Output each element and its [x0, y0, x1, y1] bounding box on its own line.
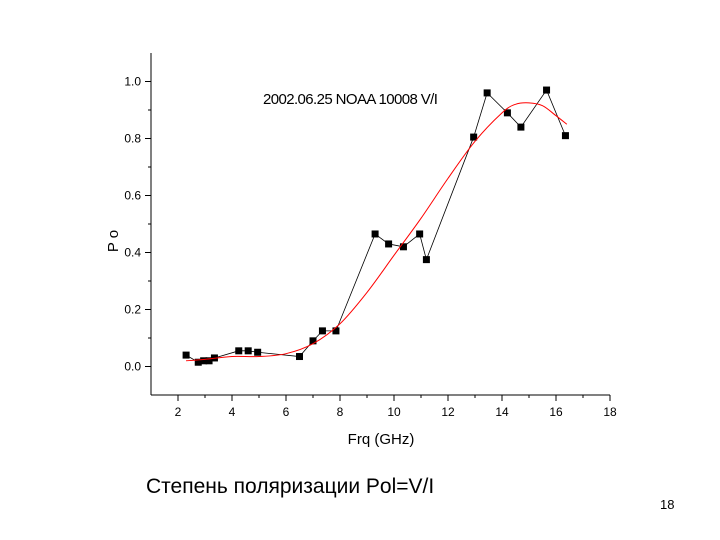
fit-curve-line: [186, 102, 568, 362]
slide-caption: Степень поляризации Pol=V/I: [146, 475, 435, 498]
data-point: [416, 230, 424, 238]
data-point: [205, 357, 213, 365]
data-point: [483, 89, 491, 97]
y-tick-label: 0.2: [124, 303, 141, 317]
y-tick-label: 0.4: [124, 246, 141, 260]
data-point: [318, 327, 326, 335]
data-point: [332, 327, 340, 335]
x-tick-label: 10: [387, 405, 401, 419]
data-point: [182, 351, 190, 359]
data-series-line: [185, 89, 566, 363]
x-tick-label: 12: [441, 405, 455, 419]
y-tick-label: 1.0: [124, 75, 141, 89]
data-point: [254, 348, 262, 356]
data-point: [470, 133, 478, 141]
data-point: [235, 347, 243, 355]
x-tick-label: 8: [337, 405, 344, 419]
y-tick-label: 0.8: [124, 132, 141, 146]
y-tick-label: 0.0: [124, 360, 141, 374]
data-point: [503, 109, 511, 117]
data-point: [422, 256, 430, 264]
data-point: [309, 337, 317, 345]
data-point: [244, 347, 252, 355]
data-point: [371, 230, 379, 238]
data-point: [543, 86, 551, 94]
data-point: [517, 123, 525, 131]
series-layer: [182, 86, 569, 366]
x-tick-label: 4: [229, 405, 236, 419]
y-tick-label: 0.6: [124, 189, 141, 203]
y-axis-ticks: 0.0 0.2 0.4 0.6 0.8 1.0: [124, 75, 151, 374]
page-number: 18: [660, 497, 675, 512]
x-tick-label: 6: [283, 405, 290, 419]
x-tick-label: 2: [175, 405, 182, 419]
chart-title: 2002.06.25 NOAA 10008 V/I: [263, 91, 437, 108]
data-point: [385, 240, 393, 248]
data-point: [399, 243, 407, 251]
x-axis-label: Frq (GHz): [348, 431, 415, 448]
data-point: [561, 132, 569, 140]
data-point: [296, 353, 303, 361]
y-axis-label: P o: [105, 230, 122, 252]
x-tick-label: 18: [603, 405, 617, 419]
x-tick-label: 14: [495, 405, 509, 419]
x-tick-label: 16: [549, 405, 563, 419]
data-point: [200, 357, 208, 365]
data-point: [194, 358, 202, 366]
x-axis-ticks: 2 4 6 8 10 12 14 16 18: [175, 395, 617, 419]
